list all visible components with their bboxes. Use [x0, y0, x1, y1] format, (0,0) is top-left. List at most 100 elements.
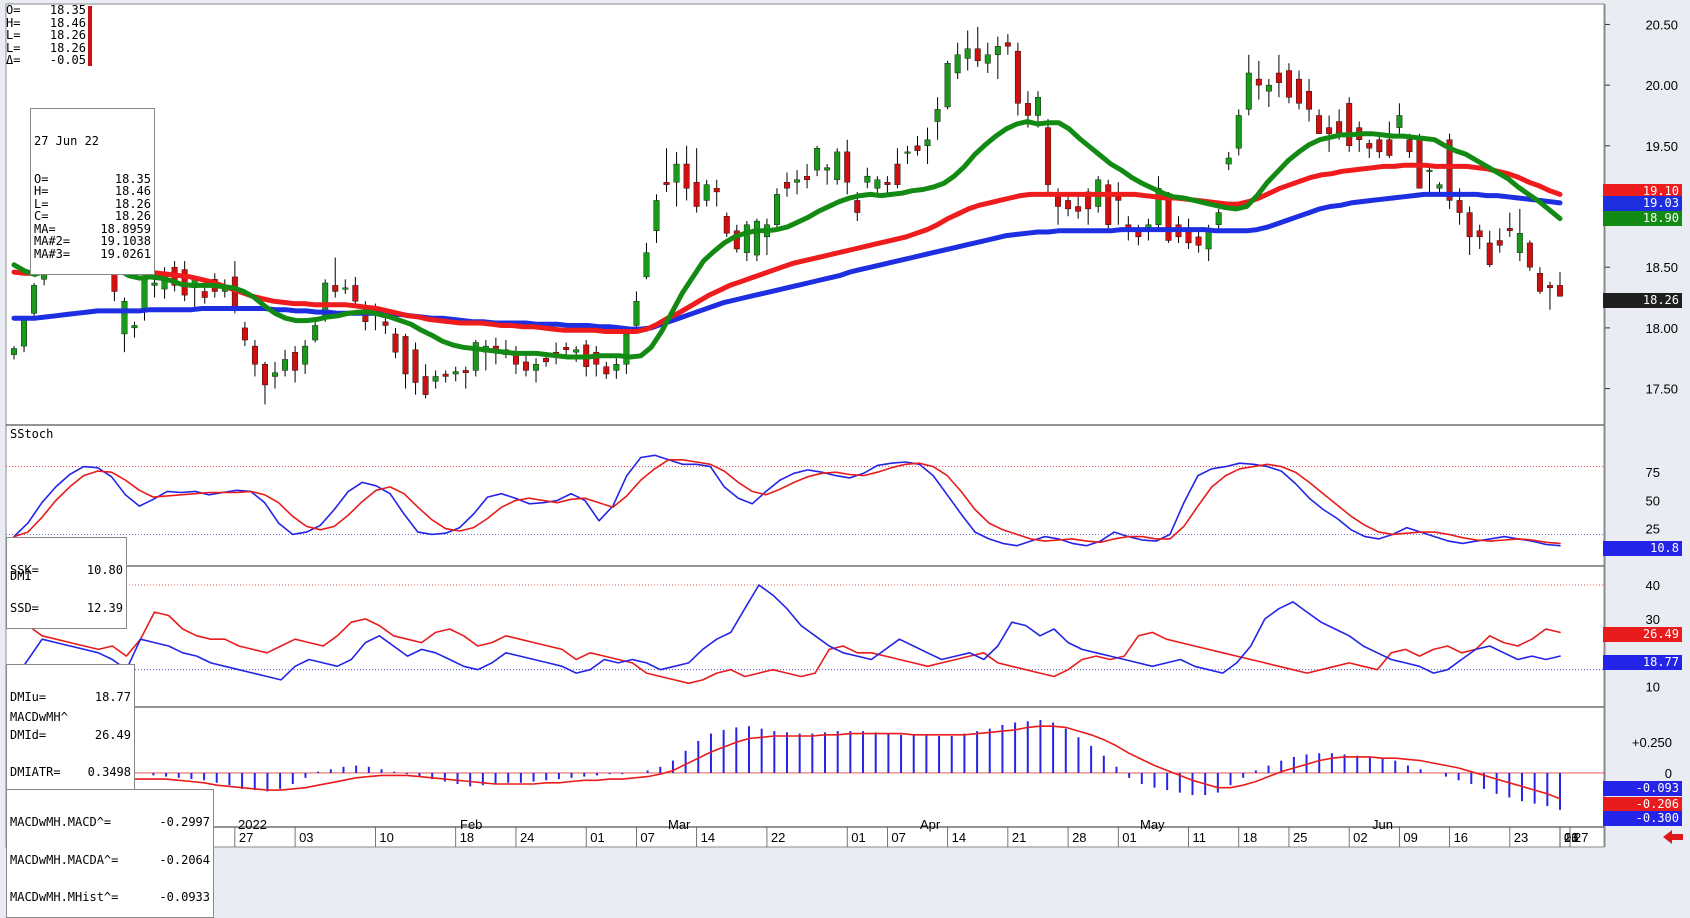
candle — [332, 257, 339, 298]
x-day-label: 22 — [771, 830, 785, 845]
dmi-plus-value: 18.77 — [94, 690, 131, 704]
candle — [1306, 79, 1312, 122]
candle — [392, 327, 399, 359]
candle — [964, 30, 971, 71]
candle-body — [1336, 121, 1343, 134]
x-day-label: 02 — [1353, 830, 1367, 845]
candle — [1195, 228, 1202, 253]
ma2-line — [11, 162, 1563, 334]
candle — [1075, 196, 1082, 219]
candle-body — [1306, 90, 1312, 110]
dmi-minus-value: 26.49 — [94, 727, 131, 742]
candle — [643, 242, 650, 280]
candle — [1496, 228, 1503, 253]
x-month-label: Apr — [920, 817, 941, 832]
macd-panel: +0.250 0 — [6, 720, 1672, 810]
quote-small-row: O= 18.35 — [6, 4, 86, 17]
candle — [302, 340, 309, 375]
candle-body — [392, 333, 399, 353]
tag-ma-slow: 19.03 — [1603, 196, 1682, 211]
candle-body — [563, 347, 570, 350]
stoch-tick-label: 75 — [1646, 465, 1660, 480]
candle — [1476, 224, 1483, 249]
candle-body — [432, 376, 439, 382]
candle — [723, 212, 730, 237]
candle-body — [412, 349, 419, 383]
candle-body — [251, 345, 258, 365]
candle — [864, 167, 871, 189]
candle — [844, 139, 851, 195]
candle — [743, 221, 750, 262]
quote-readout-small: O= 18.35 H= 18.46 L= 18.26 L= 18.26 Δ= -0.05 — [6, 4, 86, 67]
dmi-tick-label: 10 — [1646, 680, 1660, 695]
candle-body — [1004, 42, 1011, 47]
candle-body — [452, 371, 459, 375]
x-day-label: 18 — [460, 830, 474, 845]
quote-small-value: 18.46 — [49, 15, 86, 30]
x-day-label: 27 — [239, 830, 253, 845]
x-day-label: 11 — [1193, 830, 1207, 845]
candle-body — [854, 200, 861, 213]
tag-macd-signal: -0.206 — [1603, 797, 1682, 812]
dmi-readout: DMIu= 18.77 DMId= 26.49 DMIATR= 0.3498 — [6, 664, 135, 793]
candle-body — [272, 372, 278, 377]
candle-body — [1406, 139, 1413, 153]
price-tick-label: 18.00 — [1645, 321, 1678, 336]
ma1-line — [11, 119, 1563, 360]
dmi-tick-label: 40 — [1646, 578, 1660, 593]
arrow-left-icon[interactable] — [1663, 829, 1683, 845]
candle-body — [613, 364, 620, 371]
candle-body — [121, 300, 128, 335]
candle — [934, 97, 941, 140]
quote-box-row: O= 18.35 — [34, 172, 151, 186]
x-month-label: 2022 — [238, 817, 267, 832]
candle — [262, 361, 268, 405]
candle-body — [804, 175, 811, 180]
candle-body — [312, 325, 319, 341]
x-day-label: 21 — [1012, 830, 1026, 845]
candle — [1245, 54, 1252, 116]
candle-body — [864, 175, 871, 183]
candle-body — [683, 163, 690, 189]
price-tick-label: 20.50 — [1645, 17, 1678, 32]
quote-box-value: 18.26 — [114, 196, 151, 211]
candle-body — [1466, 212, 1473, 238]
candle-body — [944, 63, 951, 108]
candle-body — [1496, 240, 1503, 246]
candle — [1436, 182, 1443, 192]
ssd-line — [13, 458, 1561, 545]
quote-box-value: 18.8959 — [100, 221, 151, 236]
candle-body — [814, 148, 821, 171]
candle-body — [1115, 196, 1122, 201]
macd-readout: MACDwMH.MACD^= -0.2997 MACDwMH.MACDA^= -0.… — [6, 789, 214, 918]
price-tick-label: 18.50 — [1645, 260, 1678, 275]
candle — [784, 172, 790, 197]
candle-body — [623, 333, 630, 365]
x-day-label: 09 — [1403, 830, 1417, 845]
candle-body — [1255, 78, 1262, 86]
candle-body — [914, 145, 921, 151]
candle-body — [262, 364, 268, 386]
candle — [462, 366, 469, 389]
tag-macd-hist: -0.093 — [1603, 781, 1682, 796]
sstoch-readout: SSK= 10.80 SSD= 12.39 — [6, 537, 127, 629]
candle — [1366, 139, 1373, 158]
tag-dmi-plus: 18.77 — [1603, 655, 1682, 670]
candle-body — [1014, 50, 1021, 104]
candle — [1466, 206, 1473, 256]
x-day-label: 25 — [1293, 830, 1307, 845]
quote-box-key: L= — [34, 196, 49, 211]
candle-body — [573, 349, 580, 353]
candle — [994, 36, 1001, 80]
candle — [653, 194, 660, 243]
candle-body — [151, 282, 158, 286]
candle-body — [834, 151, 841, 180]
candle-body — [241, 327, 248, 341]
candle-body — [703, 184, 710, 201]
candle-body — [472, 342, 479, 371]
candle — [312, 321, 319, 343]
candle-body — [904, 151, 911, 154]
candle-body — [894, 163, 901, 185]
candle-body — [994, 46, 1001, 55]
candle-body — [693, 182, 700, 207]
